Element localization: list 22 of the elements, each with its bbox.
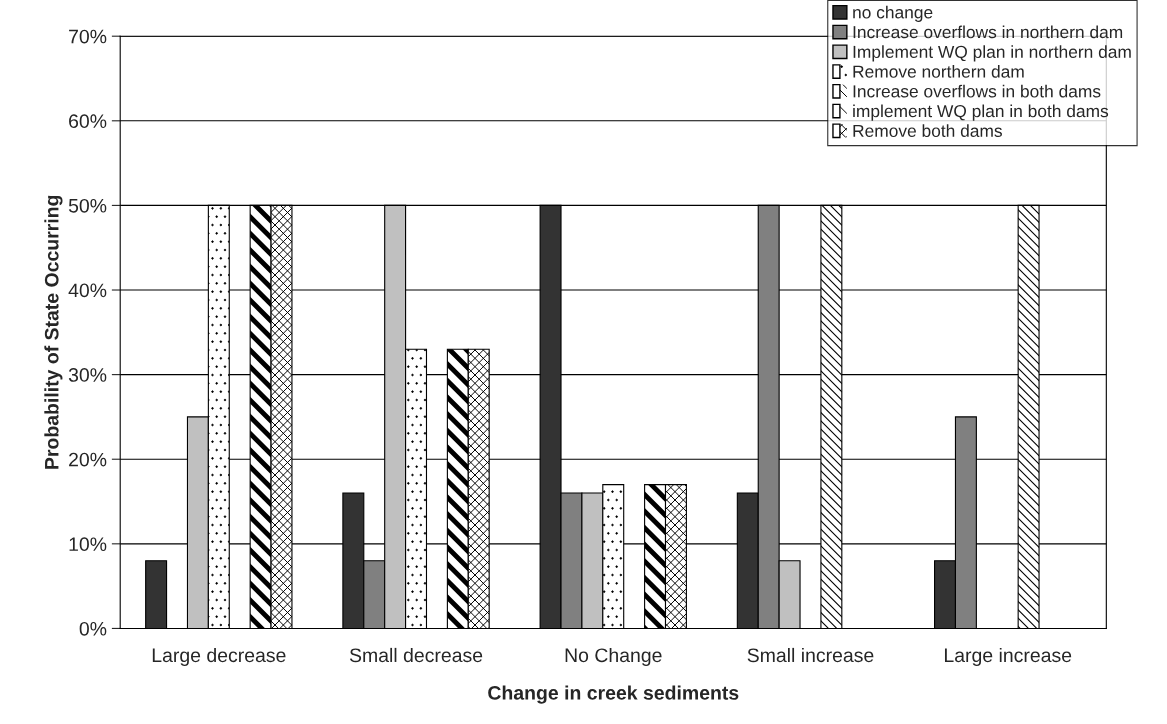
x-tick-label: Small decrease — [349, 647, 483, 663]
x-tick-label: No Change — [565, 647, 662, 666]
x-axis-title: Change in creek sediments — [488, 685, 739, 704]
legend-label: Implement WQ plan in northern dam — [853, 45, 1131, 62]
y-axis-title: Probability of State Occurring — [44, 195, 63, 469]
y-tick-label: 20% — [69, 452, 107, 467]
x-tick-label: Large increase — [944, 647, 1072, 666]
x-tick-label: Small increase — [747, 647, 874, 663]
y-tick-label: 40% — [68, 283, 107, 298]
legend-label: Remove northern dam — [853, 65, 1024, 78]
legend-label: Increase overflows in northern dam — [853, 25, 1123, 39]
y-tick-label: 50% — [68, 198, 107, 213]
legend-label: implement WQ plan in both dams — [853, 104, 1109, 121]
y-tick-label: 30% — [68, 368, 107, 382]
y-tick-label: 70% — [69, 29, 107, 44]
y-tick-label: 10% — [69, 537, 107, 552]
x-tick-label: Large decrease — [152, 647, 286, 666]
legend-label: no change — [853, 5, 933, 22]
legend-label: Increase overflows in both dams — [853, 84, 1101, 98]
legend-label: Remove both dams — [853, 124, 1002, 138]
y-tick-label: 60% — [69, 114, 107, 129]
y-tick-label: 0% — [79, 621, 107, 636]
